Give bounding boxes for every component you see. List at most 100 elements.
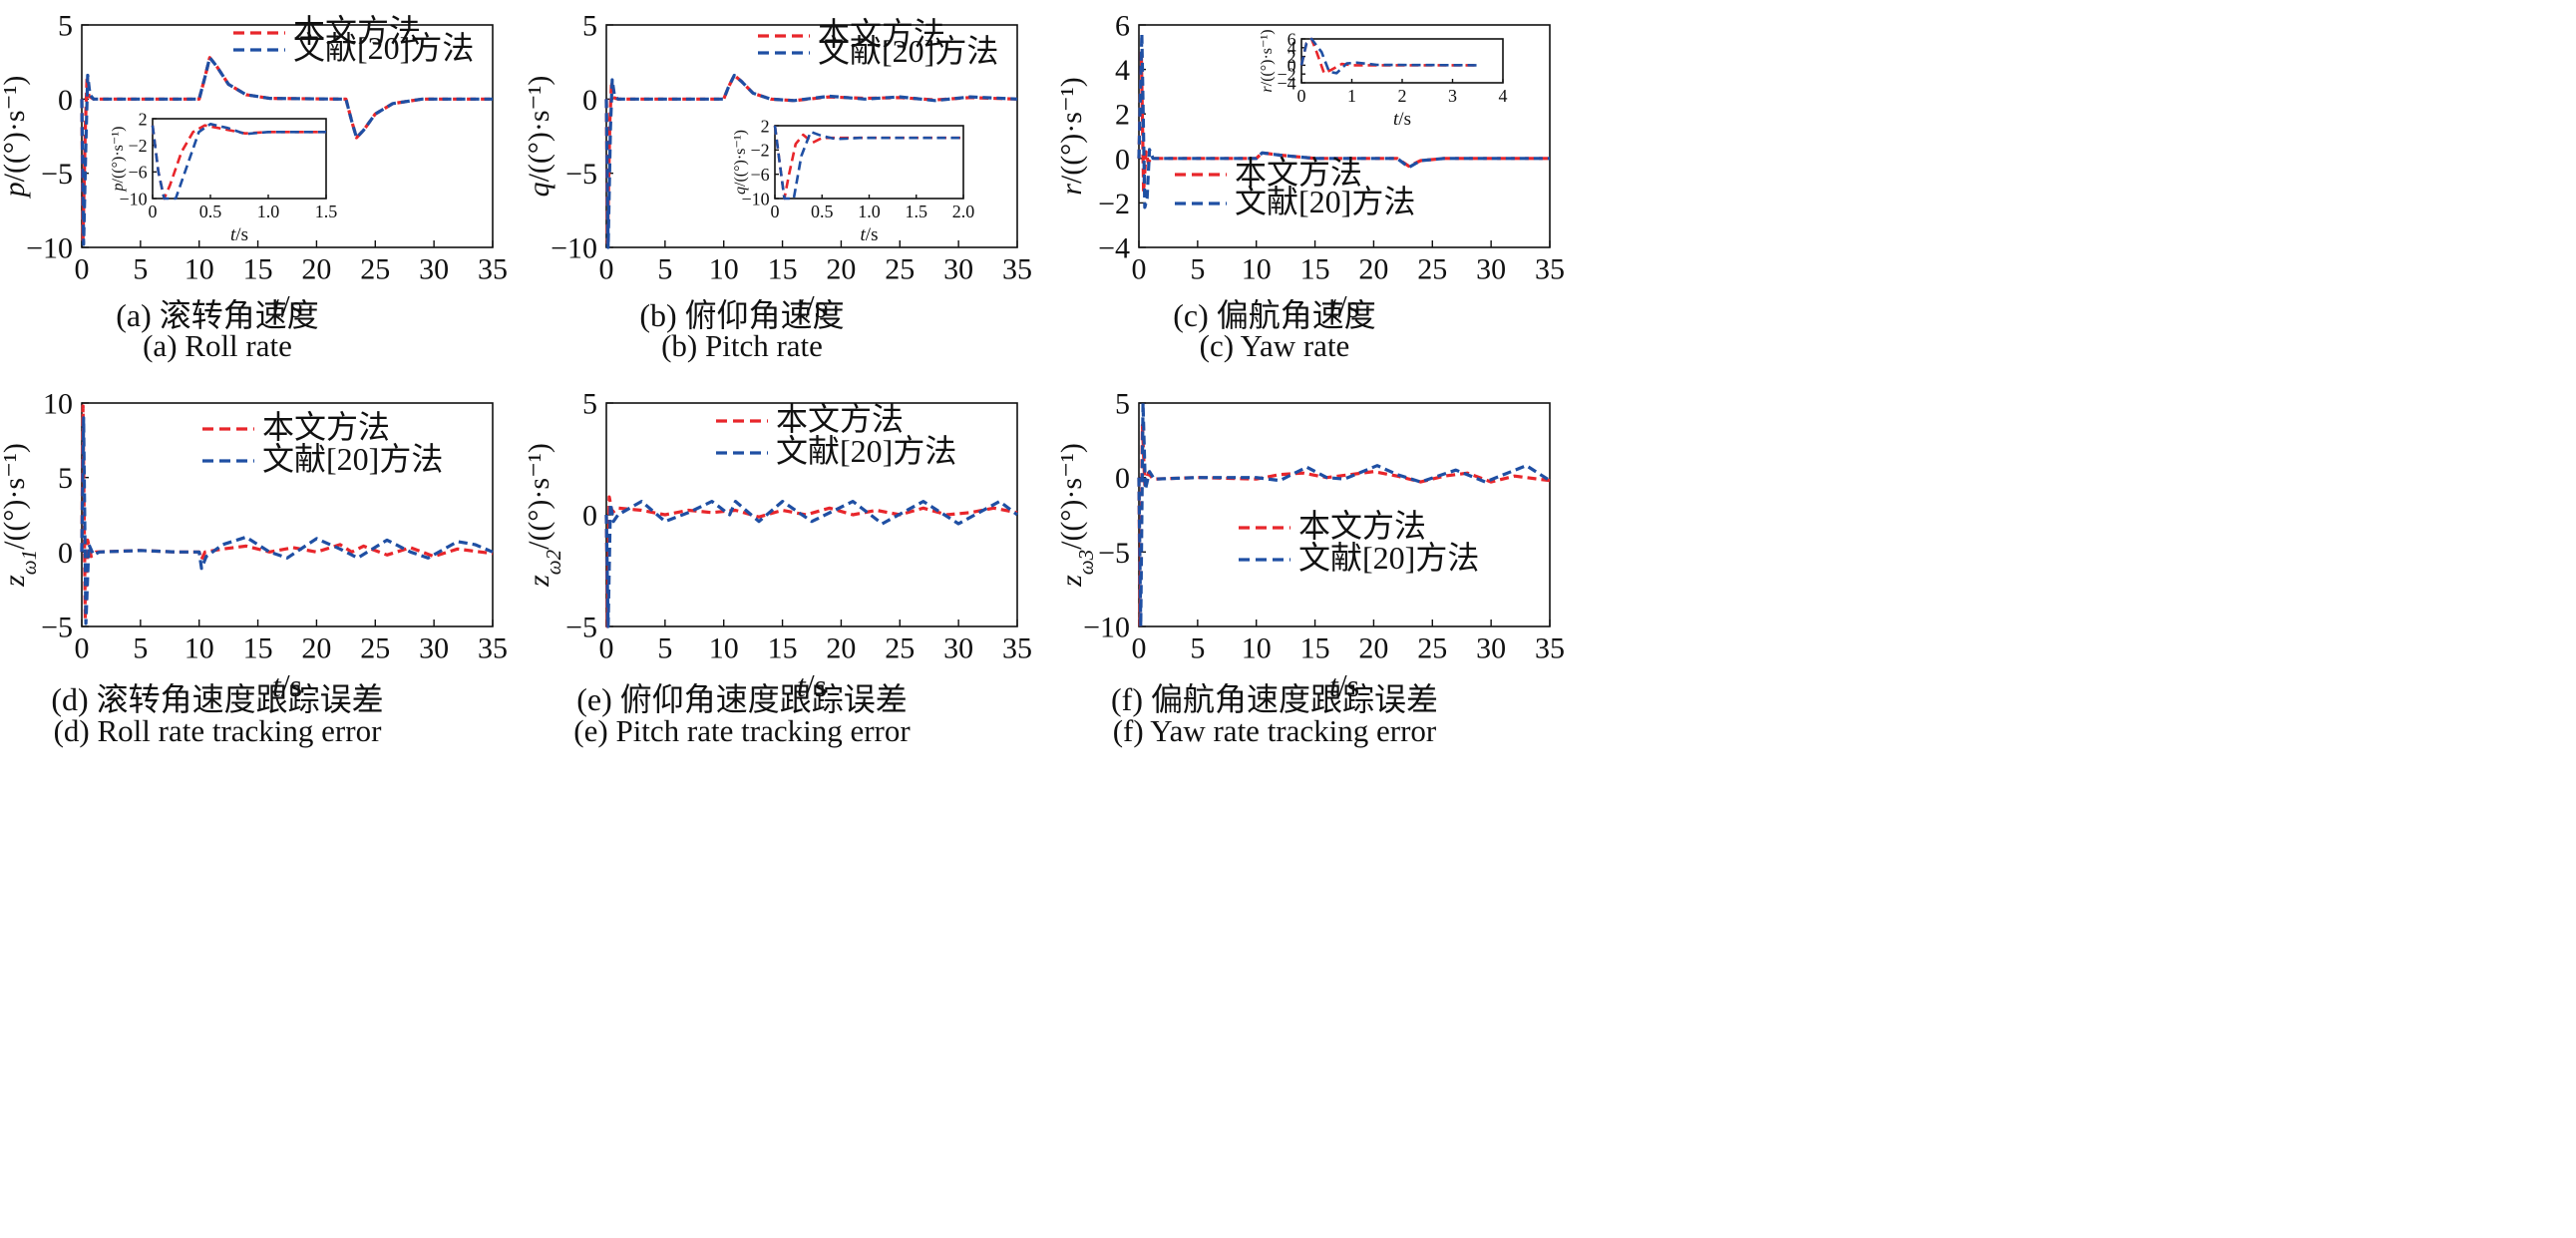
plot-frame [605, 24, 1018, 248]
y-tick-label: −2 [1098, 188, 1130, 220]
x-tick-label: 15 [243, 253, 273, 286]
x-tick-label: 35 [1002, 253, 1032, 286]
x-tick-label: 30 [1476, 632, 1506, 665]
plot-frame [81, 24, 494, 248]
inset-x-tick-label: 0.5 [199, 202, 222, 221]
x-axis-label: t/s [1329, 288, 1359, 324]
x-tick-label: 5 [1190, 253, 1205, 286]
y-tick-label: −10 [26, 232, 73, 265]
inset-series-proposed-line [151, 124, 326, 201]
legend-label-ref20: 文献[20]方法 [776, 433, 956, 469]
y-tick-label: −10 [551, 232, 597, 265]
x-axis-label: t/s [797, 288, 827, 324]
y-tick-label: 5 [582, 388, 597, 421]
y-tick-label: 2 [1115, 99, 1130, 132]
x-tick-label: 0 [1132, 253, 1147, 286]
legend-label-proposed: 本文方法 [262, 409, 390, 445]
legend-label-proposed: 本文方法 [1235, 155, 1362, 191]
x-tick-label: 20 [301, 632, 331, 665]
inset-x-axis-label: t/s [861, 224, 879, 245]
inset-y-tick-label: 2 [139, 109, 148, 129]
caption-en: (c) Yaw rate [1200, 328, 1350, 363]
plot-frame [81, 402, 494, 627]
y-tick-label: −5 [41, 158, 73, 191]
x-axis-label: t/s [272, 667, 302, 703]
inset-x-tick-label: 2 [1398, 86, 1407, 106]
y-tick-label: 0 [1115, 462, 1130, 495]
y-tick-label: 0 [582, 84, 597, 117]
series-proposed-line [604, 495, 1018, 628]
series-ref20-line [80, 416, 494, 625]
panel-a: 0 5 10 15 20 25 30 35−10−505t/sp/((°)·s⁻¹)本文方法文… [0, 10, 508, 364]
inset-x-tick-label: 1.5 [906, 202, 928, 221]
x-tick-label: 10 [184, 253, 214, 286]
inset-x-tick-label: 2.0 [952, 202, 975, 221]
inset-y-tick-label: 4 [1288, 38, 1296, 58]
x-tick-label: 0 [75, 632, 90, 665]
y-tick-label: −4 [1098, 232, 1130, 265]
series-ref20-line [604, 500, 1018, 628]
inset-background [1301, 39, 1503, 83]
inset-y-tick-label: −10 [119, 189, 147, 208]
inset-y-tick-label: −2 [1277, 65, 1295, 85]
x-tick-label: 30 [943, 632, 973, 665]
series-ref20-line [604, 73, 1018, 249]
x-tick-label: 5 [133, 632, 148, 665]
x-tick-label: 15 [1300, 253, 1330, 286]
x-tick-label: 35 [478, 253, 508, 286]
caption-cn: (f) 偏航角速度跟踪误差 [1111, 681, 1438, 717]
legend-label-proposed: 本文方法 [1298, 508, 1426, 544]
x-axis-label: t/s [272, 288, 302, 324]
legend-label-ref20: 文献[20]方法 [1235, 184, 1415, 219]
inset-y-tick-label: −2 [128, 136, 147, 156]
panel-e: 0 5 10 15 20 25 30 35−505t/szω2/((°)·s⁻¹)本文方法文献… [523, 388, 1032, 749]
y-axis-label: q/((°)·s⁻¹) [523, 76, 555, 198]
y-axis-label: zω2/((°)·s⁻¹) [523, 443, 565, 588]
y-tick-label: 5 [582, 10, 597, 43]
caption-cn: (d) 滚转角速度跟踪误差 [51, 681, 383, 717]
panel-b: 0 5 10 15 20 25 30 35−10−505t/sq/((°)·s⁻¹)本文方法文… [523, 10, 1032, 364]
y-tick-label: 0 [58, 537, 73, 570]
inset-y-axis-label: p/((°)·s⁻¹) [110, 127, 127, 193]
x-tick-label: 30 [419, 632, 449, 665]
inset-x-axis-label: t/s [230, 224, 248, 245]
inset-series-ref20-line [151, 123, 326, 201]
x-tick-label: 0 [75, 253, 90, 286]
x-axis-label: t/s [1329, 667, 1359, 703]
x-tick-label: 20 [826, 253, 856, 286]
inset-series-proposed-line [1299, 37, 1478, 75]
x-tick-label: 10 [709, 632, 739, 665]
y-tick-label: 6 [1115, 10, 1130, 43]
x-tick-label: 25 [885, 253, 915, 286]
x-tick-label: 15 [768, 253, 798, 286]
series-ref20-line [80, 56, 493, 246]
inset-x-tick-label: 4 [1499, 86, 1508, 106]
panel-d: 0 5 10 15 20 25 30 35−50510t/szω1/((°)·s⁻¹)本文方法… [0, 388, 508, 749]
series-proposed-line [80, 404, 494, 621]
y-tick-label: 5 [58, 10, 73, 43]
inset-y-tick-label: −2 [750, 141, 769, 161]
inset-x-tick-label: 3 [1448, 86, 1457, 106]
series-ref20-line [1137, 401, 1551, 628]
x-tick-label: 5 [133, 253, 148, 286]
inset-x-tick-label: 0 [149, 202, 158, 221]
x-tick-label: 20 [826, 632, 856, 665]
caption-en: (e) Pitch rate tracking error [573, 713, 911, 748]
inset-y-tick-label: −4 [1277, 73, 1295, 93]
inset-x-tick-label: 0 [1297, 86, 1306, 106]
y-tick-label: 0 [582, 500, 597, 533]
y-tick-label: 10 [43, 388, 73, 421]
inset-x-axis-label: t/s [1393, 109, 1411, 130]
x-tick-label: 15 [1300, 632, 1330, 665]
x-tick-label: 10 [1242, 253, 1272, 286]
x-tick-label: 20 [1358, 632, 1388, 665]
x-tick-label: 0 [1132, 632, 1147, 665]
inset-x-tick-label: 0 [771, 202, 780, 221]
legend-label-proposed: 本文方法 [293, 13, 421, 49]
inset-x-tick-label: 1.0 [257, 202, 280, 221]
x-tick-label: 0 [599, 253, 614, 286]
x-tick-label: 25 [360, 253, 390, 286]
